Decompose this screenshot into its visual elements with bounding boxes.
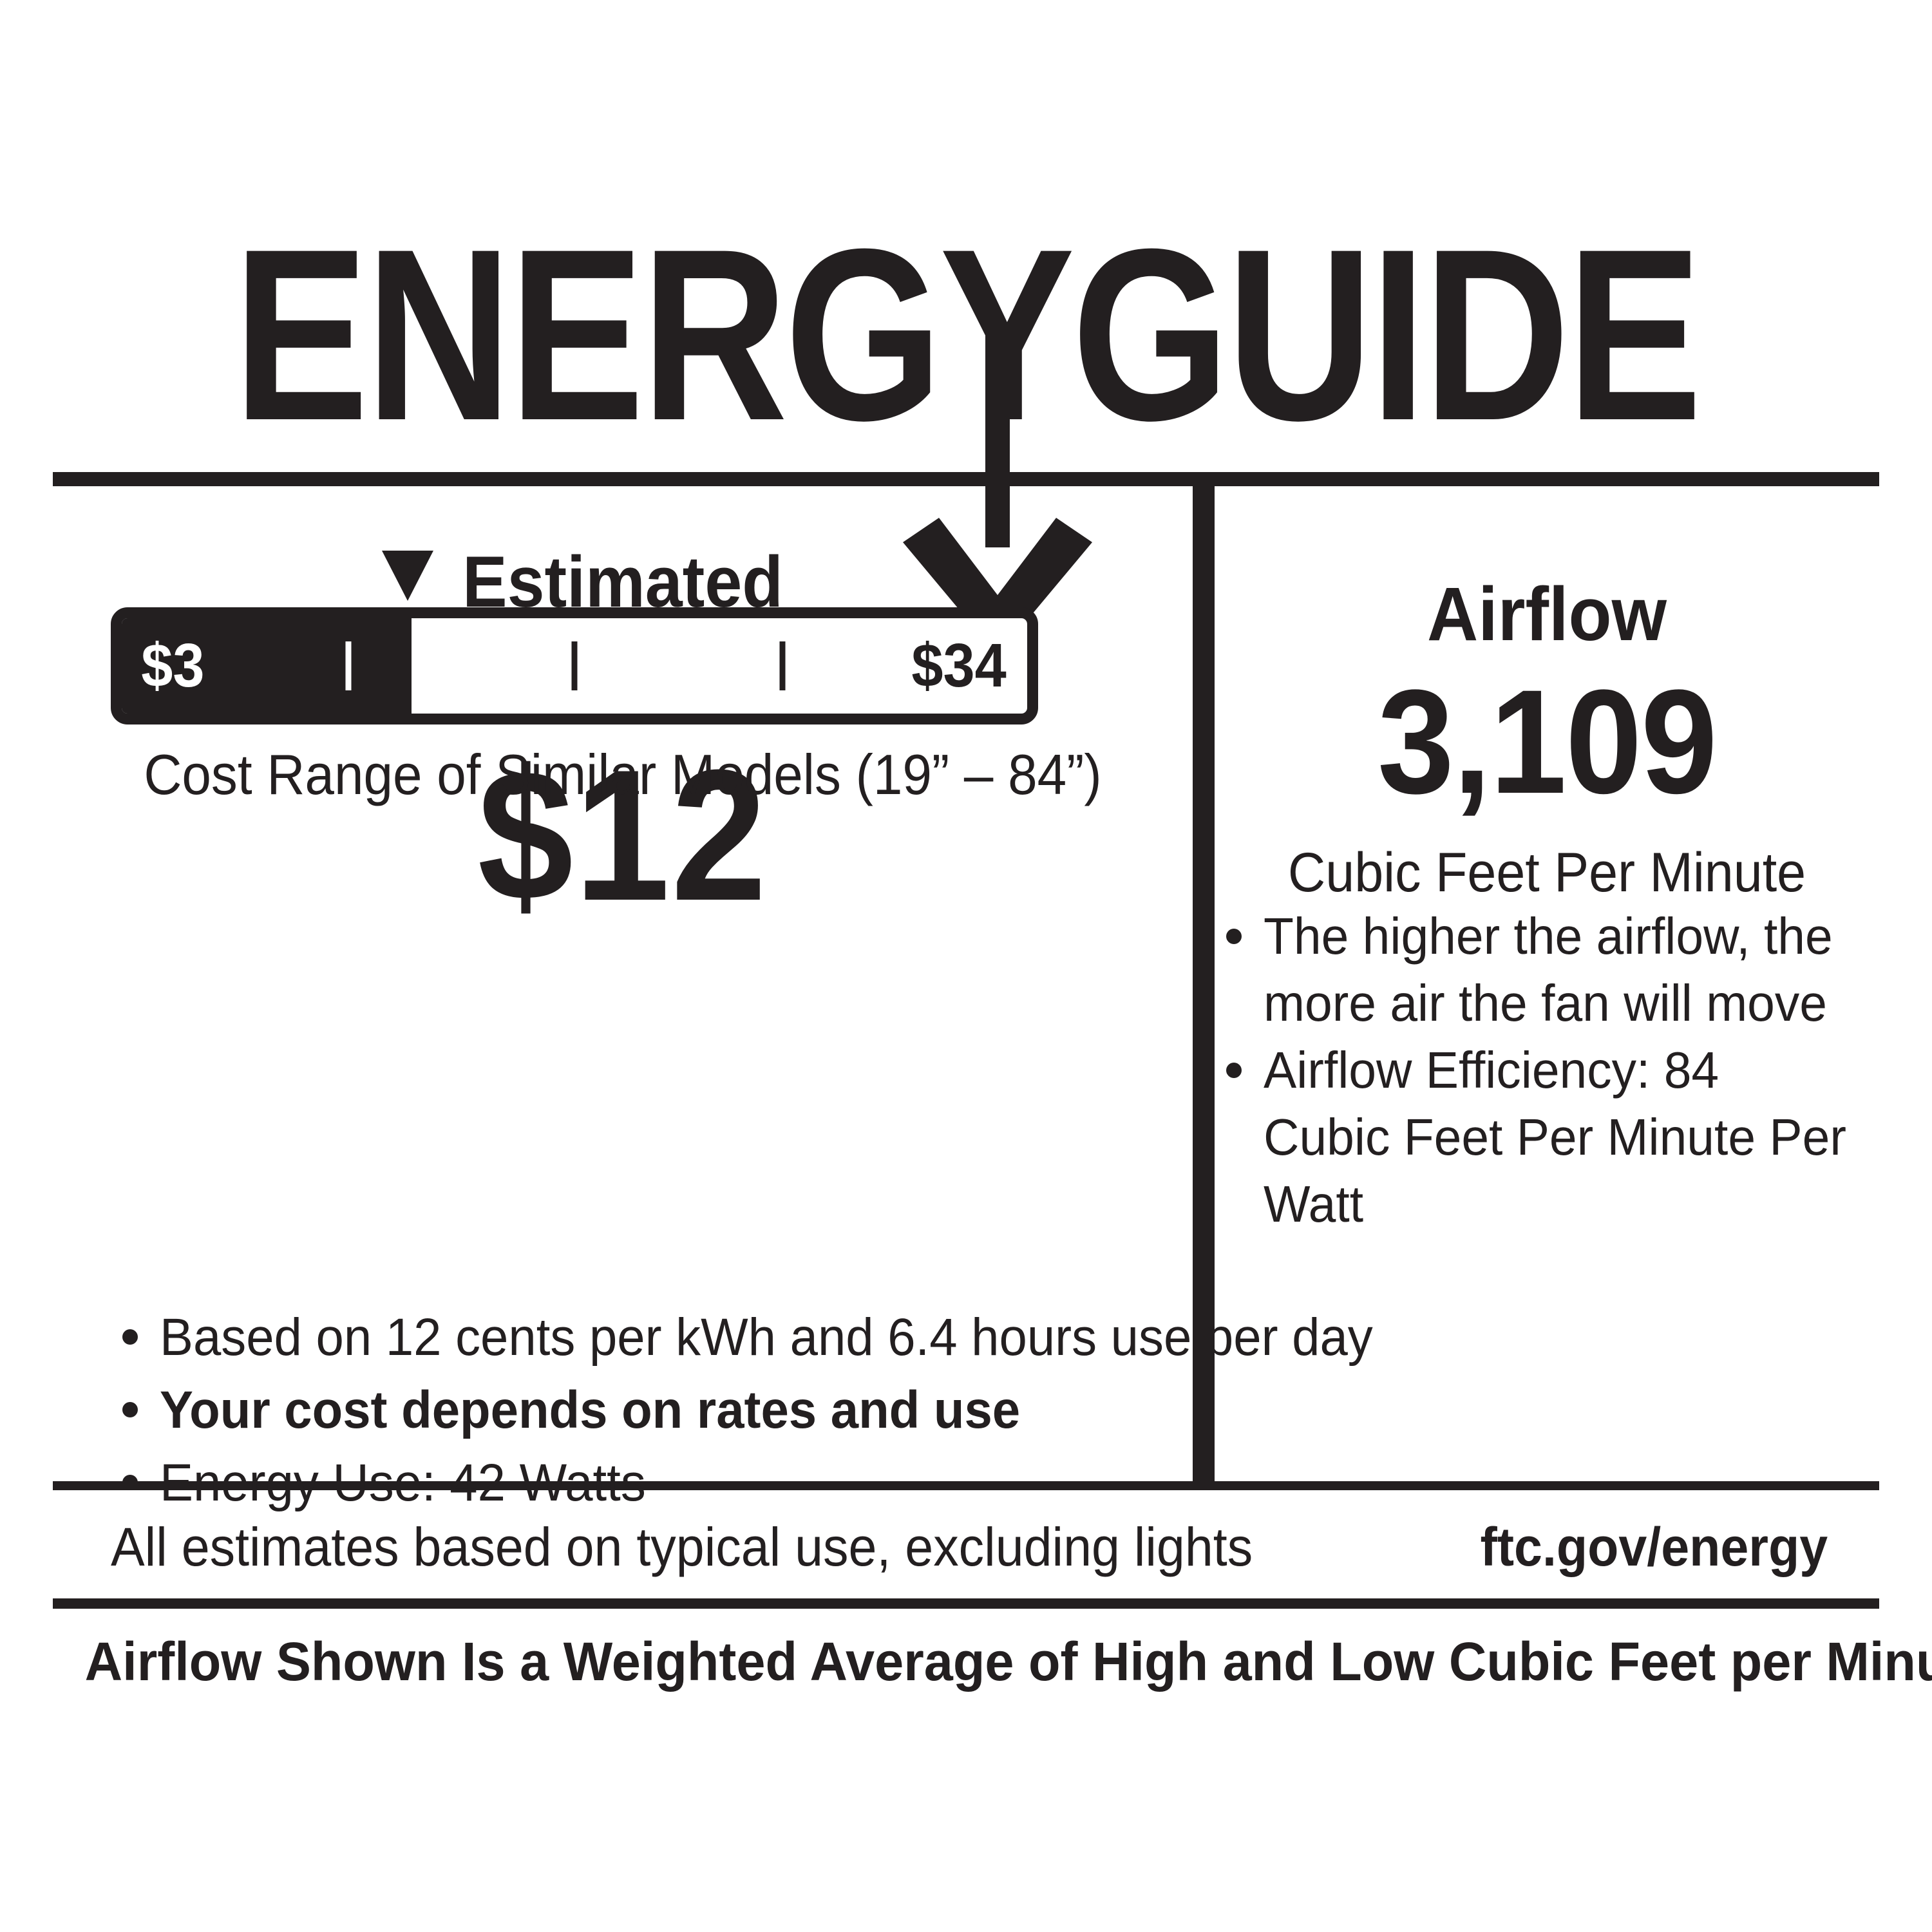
bullet-dot-icon bbox=[1226, 1063, 1242, 1078]
cost-range-low-label: $3 bbox=[141, 631, 205, 700]
rule-top bbox=[53, 472, 1879, 486]
bullet-dot-icon bbox=[122, 1402, 138, 1417]
cost-range-high-label: $34 bbox=[911, 631, 1007, 700]
list-item-label: Airflow Efficiency: 84 Cubic Feet Per Mi… bbox=[1264, 1041, 1846, 1233]
list-item: The higher the airflow, the more air the… bbox=[1215, 903, 1879, 1037]
cost-range-tick bbox=[779, 641, 786, 690]
cost-assumptions-list: Based on 12 cents per kWh and 6.4 hours … bbox=[111, 1301, 1373, 1519]
down-arrow-icon bbox=[900, 335, 1094, 657]
airflow-panel: Airflow 3,109 Cubic Feet Per Minute The … bbox=[1215, 509, 1879, 1475]
footer-note: All estimates based on typical use, excl… bbox=[111, 1517, 1253, 1577]
airflow-units: Cubic Feet Per Minute bbox=[1287, 842, 1806, 904]
airflow-value: 3,109 bbox=[1378, 659, 1718, 824]
rule-middle bbox=[53, 1481, 1879, 1490]
ftc-energy-link[interactable]: ftc.gov/energy bbox=[1480, 1517, 1828, 1577]
list-item: Your cost depends on rates and use bbox=[111, 1374, 1193, 1446]
airflow-disclaimer: Airflow Shown Is a Weighted Average of H… bbox=[84, 1631, 1932, 1692]
page-title: ENERGYGUIDE bbox=[232, 198, 1702, 471]
list-item: Energy Use: 42 Watts bbox=[111, 1446, 1193, 1519]
bullet-dot-icon bbox=[122, 1475, 138, 1490]
estimated-cost-value: $12 bbox=[477, 731, 768, 940]
cost-range-marker bbox=[111, 551, 1038, 602]
airflow-heading: Airflow bbox=[1427, 572, 1667, 657]
cost-range-tick bbox=[345, 641, 351, 690]
masthead: ENERGYGUIDE bbox=[0, 213, 1932, 483]
bullet-dot-icon bbox=[122, 1329, 138, 1345]
cost-range-bar: $3 $34 bbox=[111, 607, 1038, 724]
airflow-notes-list: The higher the airflow, the more air the… bbox=[1215, 903, 1879, 1238]
bullet-dot-icon bbox=[1226, 929, 1242, 944]
panel-divider bbox=[1193, 486, 1215, 1481]
list-item-label: Energy Use: 42 Watts bbox=[160, 1454, 646, 1512]
list-item: Airflow Efficiency: 84 Cubic Feet Per Mi… bbox=[1215, 1037, 1879, 1238]
list-item-label: Your cost depends on rates and use bbox=[160, 1381, 1021, 1439]
cost-range-fill bbox=[122, 618, 412, 714]
rule-bottom bbox=[53, 1598, 1879, 1609]
marker-triangle-icon bbox=[381, 551, 433, 601]
cost-range-caption: Cost Range of Similar Models (19” – 84”) bbox=[144, 743, 1102, 806]
list-item-label: Based on 12 cents per kWh and 6.4 hours … bbox=[160, 1308, 1373, 1367]
cost-range-widget: $3 $34 bbox=[111, 551, 1038, 737]
list-item-label: The higher the airflow, the more air the… bbox=[1264, 907, 1833, 1032]
footer: All estimates based on typical use, excl… bbox=[53, 1501, 1879, 1597]
list-item: Based on 12 cents per kWh and 6.4 hours … bbox=[111, 1301, 1373, 1374]
cost-range-tick bbox=[571, 641, 578, 690]
